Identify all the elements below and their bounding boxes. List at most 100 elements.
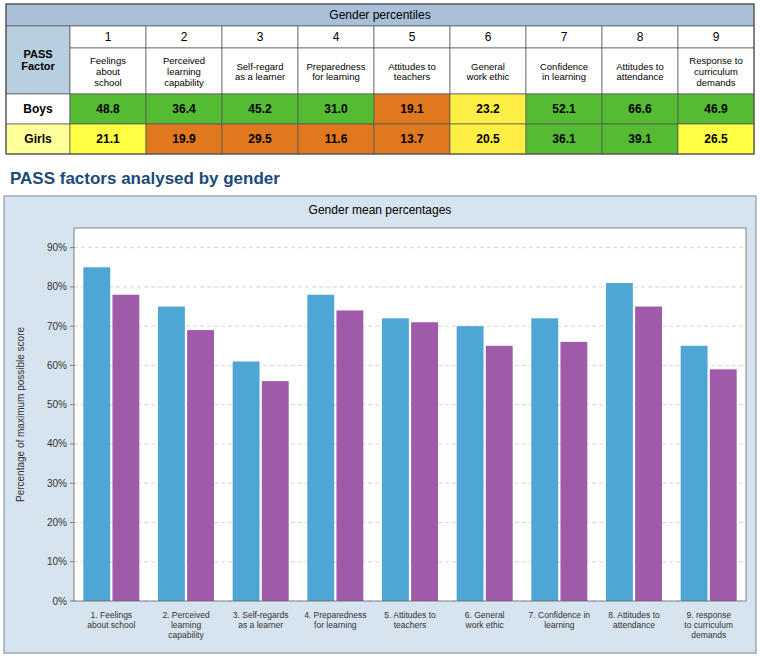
table-value-cell: [298, 94, 374, 124]
table-factor-cell: [70, 48, 146, 94]
x-tick-label: 4. Preparednessfor learning: [304, 610, 366, 630]
y-tick: [70, 443, 74, 444]
table-value-label: 23.2: [476, 102, 500, 116]
y-tick: [70, 404, 74, 405]
table-factor-cell: [146, 48, 222, 94]
table-header-cell: [6, 4, 754, 26]
table-border: [6, 4, 754, 154]
table: Gender percentilesPASSFactor1Feelingsabo…: [6, 4, 754, 154]
plot-background: [74, 228, 746, 601]
table-value-label: 26.5: [704, 132, 728, 146]
x-tick-label: 8. Attitudes toattendance: [608, 610, 660, 630]
x-tick-label: 7. Confidence inlearning: [529, 610, 591, 630]
x-axis: 1. Feelingsabout school 2. Perceivedlearn…: [87, 610, 733, 640]
table-row-label: Boys: [23, 102, 53, 116]
table-row-label: Girls: [24, 132, 52, 146]
table-factor-cell: [602, 48, 678, 94]
table-value-cell: [70, 124, 146, 154]
table-value-label: 13.7: [400, 132, 424, 146]
table-factor-name: Attitudes toteachers: [388, 60, 436, 82]
y-tick-label: 10%: [47, 556, 67, 567]
table-column-number: 5: [409, 30, 416, 44]
bar: [681, 346, 708, 601]
x-tick-label: 2. Perceivedlearningcapability: [162, 610, 210, 640]
table-number-cell: [298, 26, 374, 48]
table-column-number: 9: [713, 30, 720, 44]
y-axis-label: Percentage of maximum possible score: [15, 327, 26, 503]
table-value-label: 21.1: [96, 132, 120, 146]
table-value-cell: [526, 94, 602, 124]
table-factor-name: Self-regardas a learner: [235, 60, 285, 82]
table-factor-cell: [526, 48, 602, 94]
table-value-label: 29.5: [248, 132, 272, 146]
table-number-cell: [222, 26, 298, 48]
bar: [336, 310, 363, 601]
bar: [531, 318, 558, 601]
table-value-cell: [450, 94, 526, 124]
table-value-label: 48.8: [96, 102, 120, 116]
table-value-label: 31.0: [324, 102, 348, 116]
table-value-cell: [678, 124, 754, 154]
y-tick-label: 50%: [47, 399, 67, 410]
y-tick: [70, 286, 74, 287]
chart-box: [4, 196, 756, 653]
plot-frame: [74, 228, 746, 601]
table-title: Gender percentiles: [329, 8, 430, 22]
y-tick: [70, 326, 74, 327]
table-value-label: 36.4: [172, 102, 196, 116]
y-tick-label: 40%: [47, 438, 67, 449]
table-value-cell: [602, 94, 678, 124]
table-value-cell: [146, 94, 222, 124]
section-title: PASS factors analysed by gender: [10, 169, 280, 188]
table-number-cell: [678, 26, 754, 48]
table-value-cell: [222, 94, 298, 124]
x-tick-label: 9. responseto curriculumdemands: [684, 610, 733, 640]
y-tick-label: 60%: [47, 360, 67, 371]
table-factor-name: Perceivedlearningcapability: [163, 55, 205, 88]
table-column-number: 2: [181, 30, 188, 44]
table-value-cell: [526, 124, 602, 154]
bar: [635, 307, 662, 601]
chart-subtitle: Gender mean percentages: [309, 203, 452, 217]
table-factor-name: Generalwork ethic: [466, 60, 510, 82]
table-value-cell: [374, 124, 450, 154]
bar: [307, 295, 334, 601]
table-column-number: 4: [333, 30, 340, 44]
table-column-number: 6: [485, 30, 492, 44]
table-factor-cell: [678, 48, 754, 94]
table-number-cell: [146, 26, 222, 48]
bars: [83, 267, 736, 601]
table-value-label: 52.1: [552, 102, 576, 116]
bar: [710, 369, 737, 601]
y-tick-label: 80%: [47, 281, 67, 292]
table-number-cell: [602, 26, 678, 48]
y-tick-label: 90%: [47, 242, 67, 253]
table-label-cell: [6, 26, 70, 94]
bar: [560, 342, 587, 601]
table-factor-cell: [374, 48, 450, 94]
table-number-cell: [450, 26, 526, 48]
y-tick: [70, 483, 74, 484]
bar: [187, 330, 214, 601]
y-tick: [70, 247, 74, 248]
table-factor-name: Feelingsaboutschool: [90, 55, 126, 88]
table-value-label: 66.6: [628, 102, 652, 116]
table-value-label: 45.2: [248, 102, 272, 116]
table-factor-name: Attitudes toattendance: [616, 60, 664, 82]
bar: [112, 295, 139, 601]
table-value-cell: [70, 94, 146, 124]
bar: [233, 361, 260, 601]
bar: [457, 326, 484, 601]
y-tick-label: 20%: [47, 517, 67, 528]
table-value-label: 11.6: [325, 132, 348, 146]
x-tick-label: 6. Generalwork ethic: [465, 610, 505, 630]
table-value-cell: [222, 124, 298, 154]
table-factor-cell: [222, 48, 298, 94]
table-factor-cell: [450, 48, 526, 94]
y-tick: [70, 522, 74, 523]
table-value-label: 36.1: [552, 132, 576, 146]
y-tick: [70, 561, 74, 562]
bar: [382, 318, 409, 601]
table-number-cell: [526, 26, 602, 48]
x-tick-label: 1. Feelingsabout school: [87, 610, 135, 630]
